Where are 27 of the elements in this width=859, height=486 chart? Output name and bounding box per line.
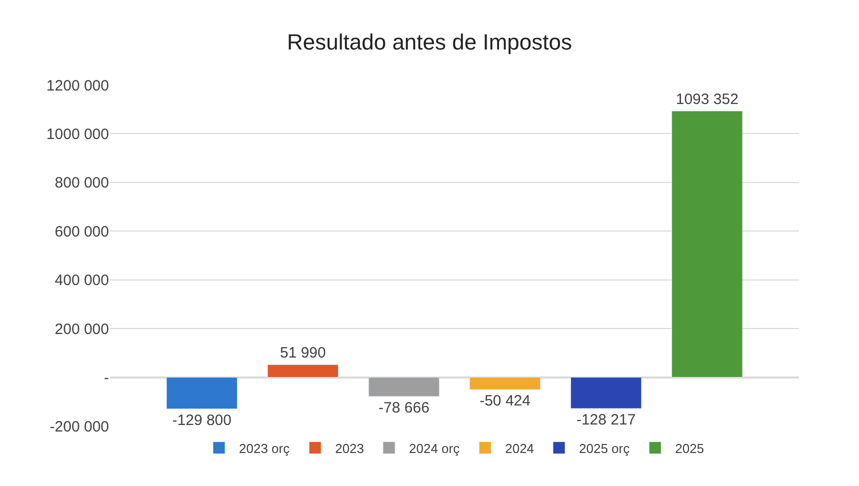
chart-title: Resultado antes de Impostos xyxy=(287,29,572,54)
legend-label: 2024 orç xyxy=(409,440,460,456)
data-label: -50 424 xyxy=(480,392,530,410)
data-label: 51 990 xyxy=(280,344,326,362)
y-tick-label: 400 000 xyxy=(54,272,109,290)
data-label: -78 666 xyxy=(378,399,430,416)
y-tick-label: 200 000 xyxy=(54,320,109,338)
data-label: 1093 352 xyxy=(676,90,738,108)
legend-label: 2023 xyxy=(335,440,364,456)
y-tick-label: - xyxy=(104,370,109,387)
legend-label: 2025 orç xyxy=(579,440,630,456)
bar xyxy=(672,110,743,378)
y-tick-label: 1000 000 xyxy=(46,126,109,143)
data-label: -129 800 xyxy=(172,412,232,429)
bar xyxy=(469,377,541,390)
legend-label: 2023 orç xyxy=(239,440,290,456)
y-tick-label: 1200 000 xyxy=(46,77,109,94)
bar xyxy=(267,364,339,378)
y-tick-label: 600 000 xyxy=(54,223,109,240)
legend-label: 2024 xyxy=(505,440,534,456)
data-label: -128 217 xyxy=(576,412,636,429)
y-tick-label: -200 000 xyxy=(50,418,109,436)
y-tick-label: 800 000 xyxy=(54,174,109,192)
bar xyxy=(570,377,642,409)
bar xyxy=(166,377,238,410)
bar xyxy=(368,377,440,397)
legend-label: 2025 xyxy=(675,440,704,456)
